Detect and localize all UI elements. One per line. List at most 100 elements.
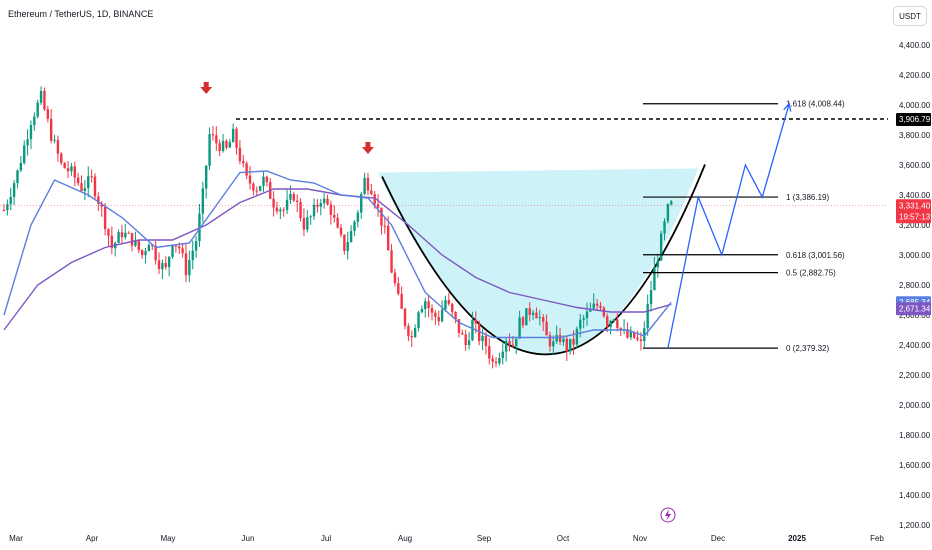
candle-body [575, 328, 579, 345]
candle-body [430, 308, 434, 313]
candle-body [245, 163, 248, 176]
candle-body [87, 176, 90, 189]
candle-body [528, 308, 531, 315]
candle-body [161, 263, 164, 270]
candle-body [407, 325, 410, 336]
candle-body [599, 305, 602, 308]
candle-body [188, 260, 191, 276]
candle-body [609, 320, 612, 327]
candle-body [56, 139, 60, 154]
candle-body [201, 188, 205, 214]
price-tick-label: 2,200.00 [899, 371, 931, 380]
time-axis[interactable]: Mar Apr May Jun Jul Aug Sep Oct Nov Dec 2025 Feb [9, 534, 884, 543]
candle-body [289, 193, 292, 200]
candle-body [93, 176, 97, 197]
price-tick-label: 4,400.00 [899, 41, 931, 50]
candle-body [531, 312, 535, 315]
candle-body [565, 338, 568, 352]
candle-body [572, 338, 575, 345]
candle-body [504, 340, 508, 352]
candle-body [481, 335, 484, 342]
candle-body [49, 118, 53, 141]
candle-body [326, 198, 329, 205]
candle-body [558, 334, 562, 342]
candle-body [538, 317, 542, 319]
candle-body [275, 207, 279, 212]
candle-body [252, 183, 255, 191]
candle-body [12, 183, 16, 197]
currency-button[interactable]: USDT [893, 6, 927, 26]
candle-body [39, 90, 43, 103]
candle-body [238, 147, 242, 162]
candle-body [649, 290, 653, 305]
candle-body [636, 337, 639, 340]
price-tick-label: 3,400.00 [899, 191, 931, 200]
candle-body [23, 145, 26, 163]
candle-body [525, 308, 528, 326]
candle-body [157, 260, 161, 270]
candle-body [437, 316, 440, 322]
candle-body [208, 134, 211, 166]
candle-body [110, 235, 114, 249]
candle-body [477, 323, 481, 342]
candle-body [36, 102, 39, 117]
candle-body [376, 204, 380, 208]
candle-body [619, 327, 622, 330]
candle-body [221, 140, 225, 152]
cup-area [378, 164, 706, 356]
time-tick-label: 2025 [788, 534, 806, 543]
price-axis[interactable]: 1,200.00 1,400.00 1,600.00 1,800.00 2,000.00… [899, 41, 931, 530]
candles [2, 86, 673, 369]
candle-body [602, 307, 606, 317]
candle-body [380, 207, 383, 226]
candle-body [397, 283, 400, 294]
price-tick-label: 1,600.00 [899, 461, 931, 470]
candle-body [370, 190, 373, 195]
time-tick-label: Feb [870, 534, 884, 543]
fib-label: 0 (2,379.32) [786, 344, 829, 353]
candle-body [629, 331, 633, 338]
candle-body [339, 227, 343, 235]
candle-body [393, 272, 397, 284]
candle-body [137, 240, 140, 251]
candle-body [349, 230, 353, 243]
time-tick-label: Nov [633, 534, 647, 543]
candle-body [130, 233, 134, 246]
candle-body [595, 303, 599, 306]
candle-body [464, 334, 467, 346]
candle-body [19, 162, 23, 171]
candle-body [285, 199, 289, 211]
candle-body [386, 225, 390, 251]
candle-body [9, 196, 12, 205]
candle-body [639, 339, 643, 342]
candle-body [248, 175, 252, 184]
price-tick-label: 3,000.00 [899, 251, 931, 260]
price-tick-label: 3,600.00 [899, 161, 931, 170]
candle-body [147, 244, 151, 252]
candle-body [653, 267, 656, 291]
candle-body [390, 250, 393, 273]
candle-body [568, 338, 572, 352]
candle-body [184, 253, 188, 276]
candle-body [282, 209, 285, 211]
candle-body [33, 116, 36, 126]
ma-fast-line [3, 170, 672, 339]
candle-body [73, 166, 76, 178]
lightning-bolt [665, 509, 671, 521]
cup-fill [378, 168, 699, 355]
candle-body [643, 328, 646, 342]
candle-body [306, 217, 309, 230]
candle-body [100, 203, 103, 207]
candle-body [164, 263, 167, 268]
price-tick-label: 2,600.00 [899, 311, 931, 320]
candle-body [329, 204, 333, 215]
candle-body [194, 241, 198, 251]
candle-body [518, 317, 521, 339]
down-arrow-icon [200, 82, 213, 94]
time-tick-label: Jul [321, 534, 331, 543]
candle-body [400, 293, 403, 309]
candle-body [353, 221, 356, 231]
candle-body [501, 351, 504, 359]
candle-body [279, 209, 282, 212]
